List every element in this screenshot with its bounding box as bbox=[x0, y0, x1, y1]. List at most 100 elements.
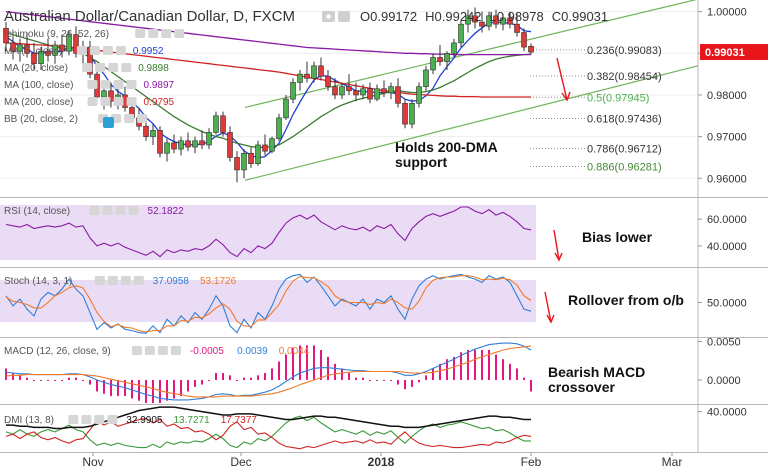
candle-body bbox=[150, 130, 156, 137]
add-icon bbox=[108, 63, 119, 72]
macd-histogram-bar bbox=[152, 379, 154, 403]
macd-histogram-bar bbox=[201, 379, 203, 385]
fib-level-label: 0.236(0.99083) bbox=[587, 45, 662, 57]
add-icon bbox=[120, 276, 131, 285]
candle-body bbox=[374, 88, 380, 100]
price-axis-label: 0.98000 bbox=[707, 90, 747, 102]
current-price-label: 0.99031 bbox=[705, 47, 745, 59]
annotation-support: Holds 200-DMA support bbox=[395, 139, 498, 170]
add-icon bbox=[157, 346, 168, 355]
candle-body bbox=[444, 53, 450, 62]
red-arrow-rsi bbox=[553, 229, 563, 262]
macd-histogram-bar bbox=[5, 368, 7, 380]
close-icon bbox=[107, 415, 118, 424]
annotation-stoch: Rollover from o/b bbox=[568, 292, 684, 308]
candle-body bbox=[451, 42, 457, 54]
macd-histogram-bar bbox=[264, 373, 266, 380]
ma-line bbox=[5, 31, 532, 149]
settings-icon bbox=[102, 206, 113, 215]
macd-histogram-bar bbox=[257, 375, 259, 380]
macd-histogram-bar bbox=[166, 379, 168, 401]
fib-level-label: 0.5(0.97945) bbox=[587, 92, 649, 104]
candle-body bbox=[66, 34, 72, 52]
time-axis-label: Mar bbox=[662, 455, 683, 469]
pane-value: -0.0005 bbox=[190, 346, 224, 357]
macd-histogram-bar bbox=[306, 345, 308, 380]
candle-body bbox=[283, 98, 289, 119]
candle-body bbox=[430, 57, 436, 71]
eye-icon bbox=[87, 97, 98, 106]
macd-histogram-bar bbox=[138, 379, 140, 401]
candle-body bbox=[339, 86, 345, 96]
macd-histogram-bar bbox=[33, 379, 35, 381]
macd-histogram-bar bbox=[411, 379, 413, 387]
annotation-macd-line2: crossover bbox=[548, 379, 615, 395]
stoch-axis-label: 50.0000 bbox=[707, 298, 747, 310]
macd-histogram-bar bbox=[327, 356, 329, 380]
macd-histogram-bar bbox=[313, 345, 315, 380]
close-icon bbox=[133, 276, 144, 285]
macd-histogram-bar bbox=[432, 368, 434, 380]
candle-body bbox=[353, 90, 359, 96]
settings-icon[interactable] bbox=[338, 11, 350, 22]
pane-label: RSI (14, close) bbox=[4, 206, 70, 217]
ohlc-l-value: 0.98978 bbox=[497, 9, 544, 24]
candle-body bbox=[192, 140, 198, 148]
macd-histogram-bar bbox=[383, 379, 385, 381]
candle-body bbox=[472, 15, 478, 23]
ohlc-c-key: C bbox=[552, 9, 561, 24]
settings-icon bbox=[100, 97, 111, 106]
eye-icon bbox=[68, 415, 79, 424]
add-icon bbox=[115, 206, 126, 215]
macd-line bbox=[5, 342, 532, 401]
macd-histogram-bar bbox=[54, 379, 56, 381]
candle-body bbox=[73, 34, 79, 54]
macd-histogram-bar bbox=[61, 379, 63, 381]
macd-histogram-bar bbox=[180, 379, 182, 397]
eye-icon bbox=[135, 29, 146, 38]
candle-body bbox=[521, 32, 527, 48]
macd-histogram-bar bbox=[75, 377, 77, 380]
macd-histogram-bar bbox=[530, 379, 532, 392]
study-value: 0.9795 bbox=[144, 97, 175, 108]
ohlc-o-value: 0.99172 bbox=[370, 9, 417, 24]
study-label: MA (100, close) bbox=[4, 80, 73, 91]
fib-level-label: 0.886(0.96281) bbox=[587, 162, 662, 174]
price-axis-label: 1.00000 bbox=[707, 7, 747, 19]
macd-histogram-bar bbox=[299, 345, 301, 380]
candle-body bbox=[367, 88, 373, 100]
macd-axis-label: 0.0000 bbox=[707, 375, 741, 387]
candle-body bbox=[241, 152, 247, 171]
candle-body bbox=[500, 17, 506, 25]
macd-histogram-bar bbox=[26, 377, 28, 380]
macd-histogram-bar bbox=[334, 363, 336, 380]
rsi-band bbox=[0, 205, 536, 260]
axes: 1.000000.990000.980000.970000.960000.990… bbox=[82, 7, 768, 469]
pane-label: Stoch (14, 3, 1) bbox=[4, 276, 72, 287]
settings-icon bbox=[95, 63, 106, 72]
candle-body bbox=[234, 157, 240, 171]
candle-body bbox=[178, 140, 184, 150]
candle-body bbox=[479, 21, 485, 27]
study-legend-row: MA (20, close) 0.9898 bbox=[4, 63, 169, 74]
candle-body bbox=[290, 82, 296, 100]
macd-histogram-bar bbox=[362, 377, 364, 380]
macd-histogram-bar bbox=[110, 379, 112, 397]
candle-body bbox=[59, 44, 65, 52]
candle-body bbox=[3, 28, 9, 44]
candle-body bbox=[423, 69, 429, 87]
macd-histogram-bar bbox=[376, 379, 378, 381]
time-axis-label: Dec bbox=[230, 455, 251, 469]
eye-icon[interactable] bbox=[322, 11, 335, 22]
macd-histogram-bar bbox=[250, 377, 252, 380]
pane-label: MACD (12, 26, close, 9) bbox=[4, 346, 111, 357]
ma-line bbox=[5, 21, 532, 159]
candle-body bbox=[465, 15, 471, 25]
add-icon bbox=[113, 97, 124, 106]
macd-histogram-bar bbox=[173, 379, 175, 399]
candle-body bbox=[416, 86, 422, 104]
settings-icon bbox=[89, 46, 100, 55]
channel-lower-line bbox=[244, 65, 698, 181]
candle-body bbox=[206, 132, 212, 146]
candle-body bbox=[164, 142, 170, 154]
